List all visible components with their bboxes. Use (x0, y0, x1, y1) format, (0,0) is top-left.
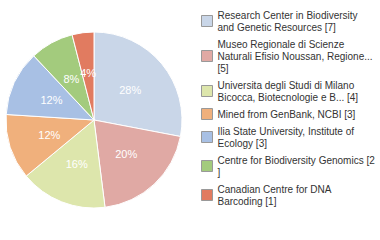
svg-text:Universita degli Studi di Mila: Universita degli Studi di Milano (218, 80, 358, 91)
svg-text:[5]: [5] (218, 63, 229, 74)
svg-text:and Genetic Resources [7]: and Genetic Resources [7] (218, 22, 337, 33)
svg-text:16%: 16% (66, 158, 88, 170)
svg-text:4%: 4% (80, 67, 96, 79)
svg-text:20%: 20% (115, 148, 137, 160)
svg-text:Research Center in Biodiversit: Research Center in Biodiversity (218, 10, 361, 21)
svg-text:12%: 12% (40, 94, 62, 106)
svg-text:Mined from GenBank, NCBI [3]: Mined from GenBank, NCBI [3] (218, 109, 356, 120)
svg-text:Museo Regionale di Scienze: Museo Regionale di Scienze (218, 39, 348, 50)
svg-text:Centre for Biodiversity Genomi: Centre for Biodiversity Genomics [2 (218, 155, 376, 166)
svg-text:Bicocca, Biotecnologie e B...: Bicocca, Biotecnologie e B... [4] (218, 92, 359, 103)
svg-text:Naturali Efisio Noussan, Regio: Naturali Efisio Noussan, Regione... (218, 51, 376, 62)
svg-text:Canadian Centre for DNA: Canadian Centre for DNA (218, 184, 334, 195)
svg-text:Ecology [3]: Ecology [3] (218, 138, 268, 149)
svg-text:8%: 8% (63, 73, 79, 85)
svg-text:Barcoding [1]: Barcoding [1] (218, 196, 277, 207)
svg-text:12%: 12% (38, 129, 60, 141)
svg-text:28%: 28% (119, 84, 141, 96)
svg-text:]: ] (218, 167, 221, 178)
svg-text:Ilia State University, Institu: Ilia State University, Institute of (218, 126, 357, 137)
